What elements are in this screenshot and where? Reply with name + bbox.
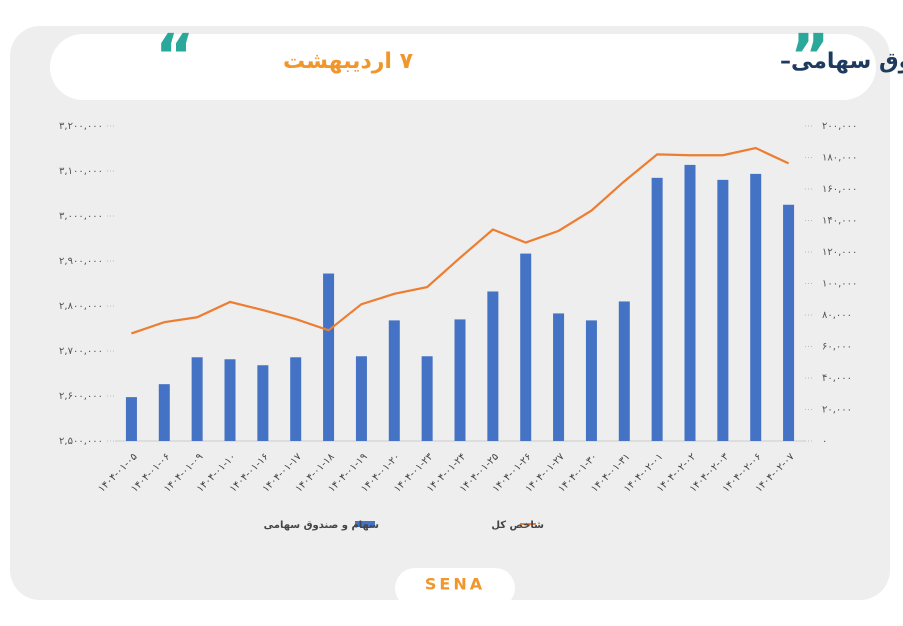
bar: [717, 179, 729, 442]
logo-pill: [395, 568, 515, 608]
y-tick-label: ۳,۲۰۰,۰۰۰: [59, 121, 103, 132]
legend-label: شاخص کل: [491, 520, 544, 531]
y2-tick-label: ۱۲۰,۰۰۰: [822, 247, 857, 258]
logo: SENA: [425, 575, 485, 594]
bar: [651, 177, 663, 441]
y-tick-label: ۳,۱۰۰,۰۰۰: [59, 166, 103, 177]
y2-tick-label: ۱۰۰,۰۰۰: [822, 279, 857, 290]
subtitle: ۷ اردیبهشت: [283, 49, 414, 74]
y-tick-label: ۲,۵۰۰,۰۰۰: [59, 436, 103, 447]
card: [10, 26, 890, 600]
y2-tick-label: ۰: [822, 436, 827, 447]
bar: [454, 319, 466, 441]
bar: [355, 356, 367, 441]
bar: [224, 359, 236, 441]
bar: [553, 313, 565, 441]
y2-tick-label: ۱۸۰,۰۰۰: [822, 153, 857, 164]
bar: [125, 397, 137, 441]
chart-title: ارزش معاملات خرد سهام و صندوق سهامی–: [780, 49, 903, 74]
line: [131, 146, 790, 335]
y2-tick-label: ۱۴۰,۰۰۰: [822, 216, 857, 227]
quote-left: “: [155, 22, 194, 92]
y2-tick-label: ۲۰,۰۰۰: [822, 405, 852, 416]
y-tick-label: ۲,۶۰۰,۰۰۰: [59, 391, 103, 402]
bar: [783, 204, 795, 441]
y-tick-label: ۳,۰۰۰,۰۰۰: [59, 211, 103, 222]
y-tick-label: ۲,۷۰۰,۰۰۰: [59, 346, 103, 357]
y2-tick-label: ۲۰۰,۰۰۰: [822, 121, 857, 132]
bar: [158, 384, 170, 441]
bar: [323, 273, 335, 441]
title-pill: [50, 34, 876, 100]
legend-swatch: [355, 521, 375, 527]
y-tick-label: ۲,۸۰۰,۰۰۰: [59, 301, 103, 312]
bar: [487, 291, 499, 441]
bar: [388, 320, 400, 441]
bar: [618, 301, 630, 441]
bar: [520, 253, 532, 441]
quote-right: ”: [790, 22, 829, 92]
bar: [290, 357, 302, 441]
bar: [585, 320, 597, 441]
bar: [421, 356, 433, 441]
bar: [750, 173, 762, 441]
bar: [257, 365, 269, 441]
y2-tick-label: ۶۰,۰۰۰: [822, 342, 852, 353]
y2-tick-label: ۱۶۰,۰۰۰: [822, 184, 857, 195]
bar: [191, 357, 203, 441]
y2-tick-label: ۴۰,۰۰۰: [822, 373, 852, 384]
y-tick-label: ۲,۹۰۰,۰۰۰: [59, 256, 103, 267]
legend-label: سهام و صندوق سهامی: [264, 520, 380, 531]
bar: [684, 164, 696, 441]
y2-tick-label: ۸۰,۰۰۰: [822, 310, 852, 321]
